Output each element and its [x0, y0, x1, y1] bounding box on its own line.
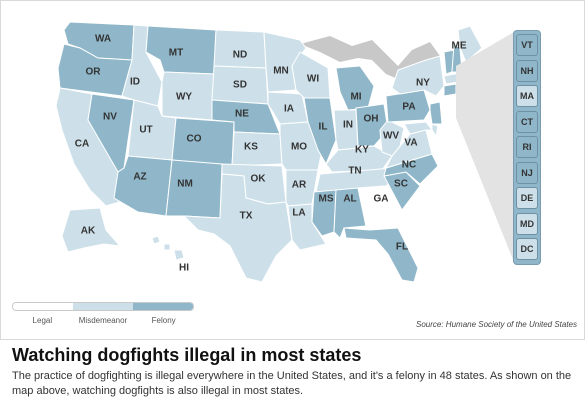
label-nm: NM — [177, 179, 193, 190]
label-oh: OH — [364, 114, 379, 125]
label-mt: MT — [169, 48, 183, 59]
inset-cell-dc: DC — [516, 238, 538, 260]
state-ms — [311, 189, 337, 237]
state-hi-1 — [151, 235, 161, 245]
state-ak — [61, 207, 122, 253]
label-nc: NC — [402, 160, 416, 171]
label-nd: ND — [233, 50, 247, 61]
label-mo: MO — [291, 142, 307, 153]
state-mi — [335, 65, 375, 111]
description: The practice of dogfighting is illegal e… — [12, 370, 572, 397]
state-ct — [443, 83, 457, 97]
label-la: LA — [292, 208, 305, 219]
label-ga: GA — [374, 194, 389, 205]
label-mi: MI — [350, 92, 361, 103]
label-nv: NV — [103, 112, 117, 123]
label-ia: IA — [284, 104, 294, 115]
label-fl: FL — [396, 242, 408, 253]
legend-swatch-legal — [13, 303, 73, 310]
legend-swatch-misdemeanor — [73, 303, 133, 310]
state-nm — [165, 159, 223, 219]
state-la — [287, 203, 327, 251]
us-map: WA OR CA ID NV MT WY UT CO AZ NM ND SD N… — [55, 21, 514, 283]
label-ut: UT — [139, 125, 152, 136]
label-hi: HI — [179, 263, 189, 274]
legend: Legal Misdemeanor Felony — [12, 302, 194, 325]
legend-label-misdemeanor: Misdemeanor — [78, 316, 128, 325]
state-nj — [429, 101, 443, 125]
label-mn: MN — [273, 66, 289, 77]
state-labels: WA OR CA ID NV MT WY UT CO AZ NM ND SD N… — [75, 34, 467, 274]
inset-cell-ct: CT — [516, 110, 538, 133]
label-me: ME — [452, 41, 467, 52]
state-fl — [343, 227, 419, 283]
label-ne: NE — [235, 109, 249, 120]
label-sd: SD — [233, 80, 247, 91]
inset-cell-md: MD — [516, 212, 538, 235]
label-wy: WY — [176, 92, 192, 103]
inset-cell-de: DE — [516, 187, 538, 209]
label-ms: MS — [319, 194, 334, 205]
label-al: AL — [343, 194, 356, 205]
label-id: ID — [130, 77, 140, 88]
source-note: Source: Humane Society of the United Sta… — [416, 320, 577, 329]
label-pa: PA — [402, 102, 415, 113]
state-de — [431, 123, 439, 138]
label-co: CO — [187, 134, 202, 145]
state-md — [403, 121, 433, 135]
label-ny: NY — [416, 78, 430, 89]
state-ny — [391, 55, 445, 97]
legend-labels: Legal Misdemeanor Felony — [12, 316, 194, 325]
label-ky: KY — [355, 145, 369, 156]
inset-connector — [456, 32, 514, 262]
state-hi-3 — [173, 249, 185, 261]
northeast-inset: VT NH MA CT RI NJ DE MD DC — [513, 30, 541, 265]
label-in: IN — [343, 120, 353, 131]
inset-cell-ri: RI — [516, 136, 538, 158]
state-va — [385, 129, 433, 169]
label-ar: AR — [292, 180, 307, 191]
label-ks: KS — [244, 142, 258, 153]
legend-label-legal: Legal — [32, 316, 53, 325]
label-tn: TN — [348, 166, 361, 177]
label-ca: CA — [75, 139, 89, 150]
legend-bar — [12, 302, 194, 311]
state-hi-2 — [163, 243, 171, 251]
legend-swatch-felony — [133, 303, 193, 310]
label-wv: WV — [383, 131, 399, 142]
inset-cell-vt: VT — [516, 34, 538, 56]
inset-cell-nj: NJ — [516, 161, 538, 184]
label-tx: TX — [240, 211, 253, 222]
label-az: AZ — [133, 172, 146, 183]
label-wa: WA — [95, 34, 111, 45]
state-wy — [161, 71, 215, 121]
label-or: OR — [86, 67, 102, 78]
inset-cell-nh: NH — [516, 59, 538, 82]
label-wi: WI — [307, 74, 319, 85]
label-sc: SC — [394, 179, 408, 190]
state-tx — [182, 173, 293, 283]
label-ak: AK — [81, 226, 96, 237]
state-co — [171, 117, 235, 167]
label-va: VA — [404, 138, 417, 149]
headline: Watching dogfights illegal in most state… — [12, 345, 362, 365]
label-ok: OK — [251, 174, 267, 185]
legend-label-felony: Felony — [151, 316, 176, 325]
state-me — [457, 25, 483, 63]
label-il: IL — [319, 122, 328, 133]
inset-cell-ma: MA — [516, 85, 538, 107]
